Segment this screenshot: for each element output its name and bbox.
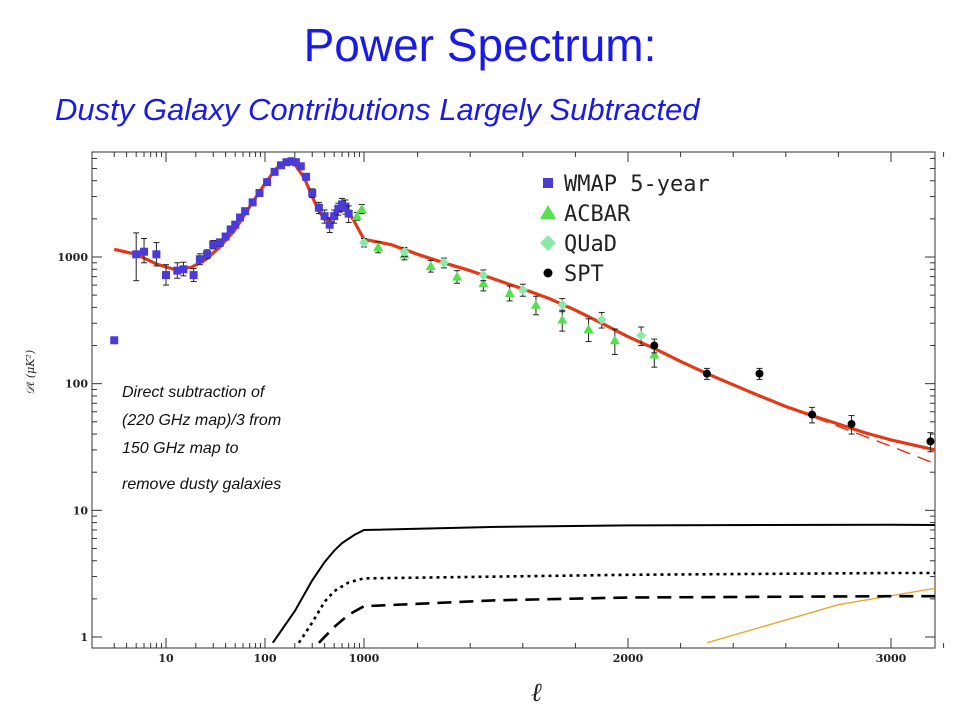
point-wmap-5-year <box>215 238 224 247</box>
x-axis-label: ℓ <box>531 678 542 708</box>
point-acbar <box>373 241 384 251</box>
point-acbar <box>452 271 463 281</box>
point-wmap-5-year <box>341 202 350 211</box>
point-wmap-5-year <box>231 220 240 229</box>
annotation-line-3: 150 GHz map to <box>122 440 239 457</box>
y-axis-label: 𝒟ℓ (μK²) <box>24 349 37 395</box>
point-wmap-5-year <box>162 271 170 280</box>
point-quad <box>438 257 449 268</box>
y-tick-label: 100 <box>65 378 88 391</box>
point-quad <box>596 314 607 325</box>
point-wmap-5-year <box>270 167 279 176</box>
point-wmap-5-year <box>282 158 291 167</box>
point-acbar <box>649 349 660 359</box>
legend-label-quad: QUaD <box>564 232 617 257</box>
point-wmap-5-year <box>226 225 235 234</box>
curve-model-dotted <box>297 571 935 644</box>
point-wmap-5-year <box>302 172 311 181</box>
legend-marker-quad <box>540 235 556 251</box>
point-quad <box>359 237 369 248</box>
point-quad <box>478 270 489 281</box>
point-wmap-5-year <box>276 161 285 170</box>
point-wmap-5-year <box>308 189 317 198</box>
point-quad <box>517 284 528 295</box>
point-acbar <box>583 324 594 334</box>
point-wmap-5-year <box>195 255 204 264</box>
curve-primary-CMB <box>732 384 935 465</box>
point-wmap-5-year <box>255 189 264 198</box>
point-wmap-5-year <box>179 265 188 274</box>
point-wmap-5-year <box>334 204 343 213</box>
slide-title: Power Spectrum: <box>303 19 657 71</box>
y-tick-label: 1 <box>80 631 88 644</box>
point-spt <box>650 341 659 350</box>
x-tick-label: 100 <box>254 652 277 665</box>
curve-model-dashed <box>317 594 935 644</box>
point-wmap-5-year <box>248 198 257 207</box>
point-wmap-5-year <box>330 212 339 221</box>
point-wmap-5-year <box>344 209 353 218</box>
point-wmap-5-year <box>314 203 323 212</box>
point-spt <box>702 369 711 378</box>
point-wmap-5-year <box>173 266 182 275</box>
point-wmap-5-year <box>320 212 329 221</box>
point-spt <box>926 437 935 446</box>
slide-subtitle: Dusty Galaxy Contributions Largely Subtr… <box>55 92 700 127</box>
point-spt <box>847 420 856 429</box>
annotation-line-1: Direct subtraction of <box>122 384 265 401</box>
annotation-line-2: (220 GHz map)/3 from <box>122 412 282 429</box>
x-tick-label: 2000 <box>613 652 644 665</box>
point-quad <box>399 246 410 257</box>
point-acbar <box>356 203 367 213</box>
point-wmap-5-year <box>287 157 296 166</box>
point-wmap-5-year <box>152 250 161 259</box>
point-acbar <box>425 260 436 270</box>
point-acbar <box>504 287 515 297</box>
x-tick-label: 3000 <box>876 652 907 665</box>
plot-frame <box>91 151 936 649</box>
y-tick-label: 10 <box>73 504 89 517</box>
legend-marker-spt <box>543 268 553 278</box>
curve-poisson-power <box>706 587 935 644</box>
point-wmap-5-year <box>221 232 230 241</box>
point-wmap-5-year <box>110 336 119 345</box>
point-wmap-5-year <box>236 213 245 222</box>
point-wmap-5-year <box>325 220 334 229</box>
point-wmap-5-year <box>241 207 250 216</box>
point-quad <box>557 299 568 310</box>
x-tick-label: 10 <box>158 652 174 665</box>
legend-label-wmap-5-year: WMAP 5-year <box>564 172 710 197</box>
legend-marker-acbar <box>540 205 556 219</box>
point-wmap-5-year <box>291 158 300 167</box>
point-wmap-5-year <box>296 162 305 171</box>
point-wmap-5-year <box>189 271 198 280</box>
legend-marker-wmap-5-year <box>543 178 553 188</box>
legend-label-spt: SPT <box>564 262 604 287</box>
point-acbar <box>352 211 363 221</box>
curve-best-fit-total <box>113 159 935 452</box>
point-wmap-5-year <box>209 240 218 249</box>
x-tick-label: 1000 <box>349 652 380 665</box>
point-spt <box>755 369 764 378</box>
curve-model-solid <box>271 523 935 644</box>
point-acbar <box>557 314 568 324</box>
point-quad <box>636 330 647 341</box>
point-wmap-5-year <box>132 250 141 259</box>
point-acbar <box>478 278 489 288</box>
legend-label-acbar: ACBAR <box>564 202 631 227</box>
annotation-line-4: remove dusty galaxies <box>122 476 282 493</box>
point-acbar <box>609 335 620 345</box>
point-spt <box>808 410 817 419</box>
point-wmap-5-year <box>263 178 272 187</box>
y-tick-label: 1000 <box>57 251 88 264</box>
point-wmap-5-year <box>140 247 149 256</box>
point-acbar <box>530 299 541 309</box>
point-wmap-5-year <box>203 250 212 259</box>
